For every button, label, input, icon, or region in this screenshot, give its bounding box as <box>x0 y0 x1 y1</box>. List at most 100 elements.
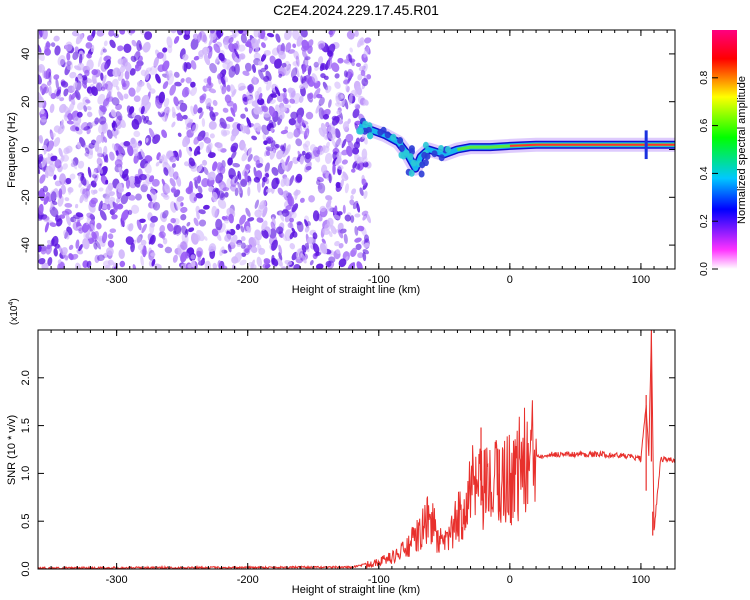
noise-blob <box>81 193 88 203</box>
noise-blob <box>360 69 366 77</box>
signal-blob <box>431 150 438 158</box>
noise-blob <box>74 46 79 52</box>
noise-blob <box>74 203 79 209</box>
snr-multiplier: (x104) <box>8 298 20 325</box>
noise-blob <box>347 262 355 269</box>
noise-blob <box>115 111 123 121</box>
noise-blob <box>180 251 188 263</box>
noise-blob <box>271 257 279 267</box>
noise-blob <box>62 250 69 262</box>
noise-blob <box>292 30 300 41</box>
noise-blob <box>224 76 229 83</box>
noise-blob <box>224 191 229 198</box>
noise-blob <box>317 182 326 194</box>
noise-blob <box>42 185 49 193</box>
noise-blob <box>269 148 276 160</box>
signal-blob <box>362 120 369 128</box>
noise-blob <box>119 65 126 74</box>
noise-blob <box>181 86 190 98</box>
noise-blob <box>170 217 176 224</box>
noise-blob <box>140 148 146 160</box>
noise-blob <box>63 147 70 155</box>
noise-blob <box>237 30 244 34</box>
noise-blob <box>205 143 212 154</box>
noise-blob <box>97 93 106 105</box>
noise-blob <box>127 145 134 157</box>
noise-blob <box>93 242 98 250</box>
noise-blob <box>230 107 236 117</box>
noise-blob <box>331 62 340 73</box>
noise-blob <box>130 242 135 253</box>
noise-blob <box>83 230 88 240</box>
noise-blob <box>228 66 236 78</box>
noise-blob <box>190 81 196 88</box>
noise-blob <box>251 63 257 74</box>
noise-blob <box>102 260 111 269</box>
noise-blob <box>46 80 52 86</box>
noise-blob <box>261 220 268 231</box>
noise-blob <box>72 214 80 220</box>
noise-blob <box>173 202 178 211</box>
noise-blob <box>234 252 242 263</box>
noise-blob <box>261 176 266 188</box>
noise-blob <box>102 97 110 107</box>
noise-blob <box>161 111 165 117</box>
noise-blob <box>96 82 103 92</box>
noise-blob <box>138 173 147 181</box>
noise-blob <box>291 227 296 234</box>
y-tick-label: 40 <box>20 48 32 60</box>
noise-blob <box>173 71 180 78</box>
noise-blob <box>323 108 331 116</box>
noise-blob <box>284 30 292 41</box>
noise-blob <box>256 181 261 193</box>
noise-blob <box>109 151 115 161</box>
noise-blob <box>119 30 126 35</box>
noise-blob <box>290 67 298 79</box>
snr-xlabel: Height of straight line (km) <box>292 584 420 596</box>
noise-blob <box>57 259 62 264</box>
noise-blob <box>315 103 321 114</box>
noise-blob <box>212 262 218 269</box>
noise-blob <box>301 49 307 58</box>
noise-blob <box>244 170 249 183</box>
x-tick-label: -100 <box>368 574 390 586</box>
noise-blob <box>80 122 89 131</box>
noise-blob <box>201 118 206 127</box>
noise-blob <box>112 67 121 77</box>
noise-blob <box>193 145 201 157</box>
noise-blob <box>246 91 250 100</box>
noise-blob <box>295 173 303 183</box>
noise-blob <box>354 226 359 236</box>
noise-blob <box>260 53 267 62</box>
noise-blob <box>175 198 182 210</box>
noise-blob <box>124 61 132 72</box>
noise-blob <box>67 186 74 193</box>
noise-blob <box>236 242 242 247</box>
noise-blob <box>70 92 76 100</box>
noise-blob <box>107 240 115 248</box>
noise-blob <box>161 129 168 139</box>
noise-blob <box>224 219 229 224</box>
noise-blob <box>120 194 129 205</box>
noise-blob <box>87 35 94 42</box>
noise-blob <box>341 149 349 156</box>
noise-blob <box>81 222 90 233</box>
x-tick-label: -200 <box>237 574 259 586</box>
snr-frame <box>37 329 676 570</box>
noise-blob <box>290 111 298 120</box>
noise-blob <box>97 164 103 174</box>
noise-blob <box>194 234 201 242</box>
noise-blob <box>242 70 250 76</box>
noise-blob <box>136 82 143 93</box>
x-tick-label: -300 <box>106 274 128 286</box>
noise-blob <box>199 93 207 104</box>
noise-blob <box>198 54 204 60</box>
noise-blob <box>270 127 274 133</box>
noise-blob <box>94 141 100 152</box>
noise-blob <box>184 117 193 127</box>
noise-blob <box>361 178 367 186</box>
noise-blob <box>118 249 125 259</box>
noise-blob <box>362 249 369 255</box>
noise-blob <box>240 225 245 233</box>
noise-blob <box>174 150 180 162</box>
